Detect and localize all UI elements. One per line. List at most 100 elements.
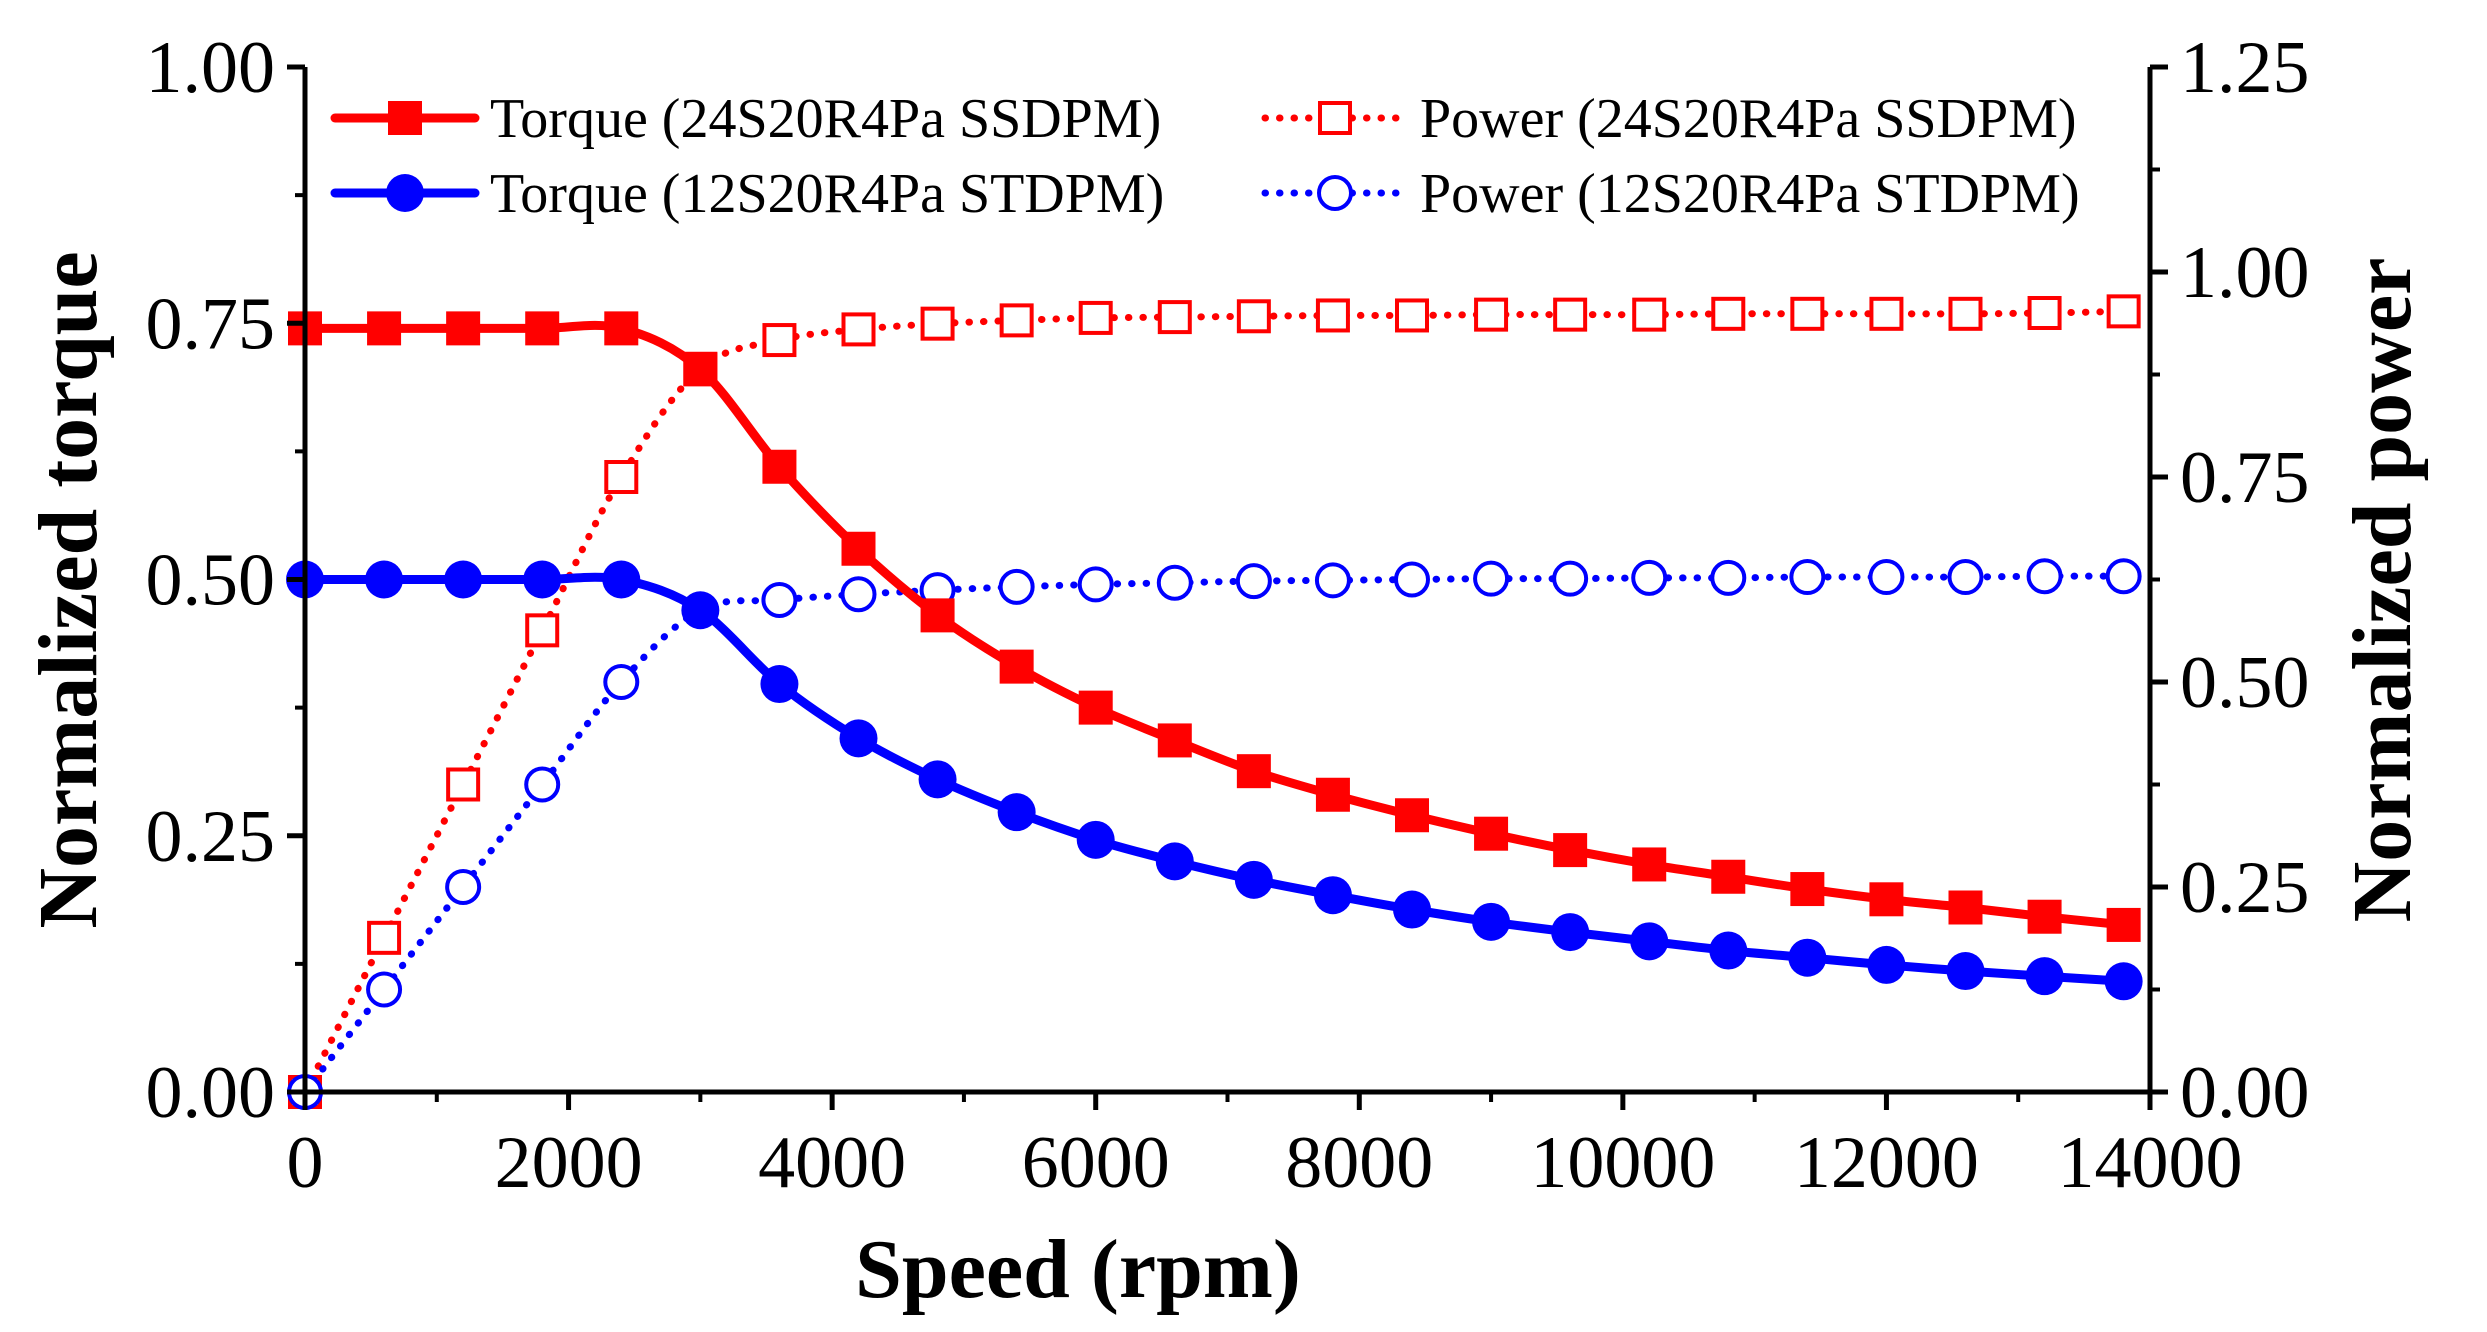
- series-3-point: [999, 303, 1034, 338]
- series-3-point: [1157, 300, 1192, 335]
- series-2-point: [2025, 957, 2064, 996]
- series-1-point: [446, 311, 481, 346]
- legend-item-4: Power (12S20R4Pa STDPM): [1261, 163, 2080, 225]
- series-4-point: [2026, 558, 2063, 595]
- left-y-tick-label: 1.00: [146, 27, 276, 109]
- series-3-point: [2106, 294, 2141, 329]
- right-y-tick-label: 0.50: [2180, 642, 2310, 724]
- series-4-point: [1394, 561, 1430, 598]
- series-2-point: [365, 560, 404, 599]
- series-4-point: [603, 664, 640, 700]
- series-2-point: [1313, 876, 1352, 915]
- series-1-point: [683, 352, 718, 387]
- series-1-point: [2106, 907, 2141, 942]
- series-3-point: [1869, 296, 1904, 331]
- series-4-point: [1314, 562, 1351, 599]
- series-1-point: [920, 598, 955, 633]
- right-y-tick-label: 0.75: [2180, 437, 2310, 519]
- series-3-point: [1790, 296, 1825, 331]
- series-4-point: [445, 869, 482, 905]
- series-2-point: [1551, 913, 1590, 952]
- series-3-point: [1632, 297, 1667, 332]
- legend-label: Power (24S20R4Pa SSDPM): [1420, 88, 2077, 150]
- series-1-point: [999, 649, 1034, 684]
- series-1-point: [1474, 816, 1509, 851]
- series-3-point: [1395, 298, 1429, 333]
- series-layer: [286, 294, 2143, 1110]
- x-axis-title: Speed (rpm): [855, 1223, 1301, 1316]
- legend: Torque (24S20R4Pa SSDPM) Torque (12S20R4P…: [330, 88, 2080, 225]
- series-3-point: [1078, 300, 1113, 335]
- series-1-point: [1790, 872, 1825, 907]
- series-3-point: [604, 460, 639, 494]
- series-2-point: [1393, 890, 1431, 929]
- left-y-tick-label: 0.00: [146, 1052, 276, 1134]
- series-4-point: [1077, 566, 1114, 603]
- right-y-tick-label: 1.25: [2180, 27, 2310, 109]
- series-2-point: [1155, 842, 1194, 881]
- series-1-point: [604, 311, 639, 346]
- series-1-point: [1869, 882, 1904, 917]
- series-2-point: [1234, 860, 1273, 899]
- x-tick-label: 12000: [1794, 1122, 1979, 1204]
- series-4-point: [1947, 559, 1984, 596]
- legend-marker: [1318, 101, 1352, 135]
- legend-marker: [386, 174, 424, 212]
- legend-item-3: Power (24S20R4Pa SSDPM): [1261, 88, 2077, 150]
- series-2-line: [300, 572, 2129, 986]
- series-2-point: [681, 591, 720, 630]
- series-2-point: [839, 719, 878, 758]
- series-3-point: [762, 323, 797, 358]
- x-tick-label: 4000: [758, 1122, 906, 1204]
- series-4-point: [1552, 560, 1589, 597]
- series-4-point: [1473, 560, 1510, 597]
- series-2-point: [918, 760, 957, 799]
- right-y-tick-label: 0.25: [2180, 847, 2310, 929]
- series-1-point: [1553, 833, 1588, 868]
- series-2-point: [760, 665, 799, 704]
- series-1-point: [1078, 690, 1113, 725]
- right-y-tick-label: 0.00: [2180, 1052, 2310, 1134]
- legend-item-2: Torque (12S20R4Pa STDPM): [330, 163, 1164, 225]
- x-tick-label: 14000: [2058, 1122, 2243, 1204]
- series-4: [287, 558, 2142, 1110]
- series-2-point: [523, 560, 562, 599]
- legend-marker: [1317, 175, 1353, 211]
- series-1-point: [1236, 754, 1271, 789]
- series-1-point: [1711, 859, 1746, 894]
- series-1-point: [1315, 777, 1350, 812]
- series-1-point: [1948, 890, 1983, 925]
- ticks-layer: 0 2000 4000 6000 8000 10000 12000 140000.000.25…: [146, 27, 2310, 1204]
- series-2-point: [1076, 820, 1115, 859]
- series-2: [286, 560, 2143, 1001]
- series-3-point: [1711, 296, 1746, 331]
- series-2-point: [1709, 931, 1748, 970]
- series-2-point: [1630, 922, 1669, 961]
- series-3-point: [1553, 297, 1588, 332]
- legend-item-1: Torque (24S20R4Pa SSDPM): [330, 88, 1161, 150]
- series-3: [288, 294, 2141, 1109]
- series-4-point: [524, 766, 561, 803]
- series-2-point: [2104, 962, 2143, 1001]
- series-4-point: [1868, 559, 1905, 596]
- series-3-point: [1236, 299, 1271, 334]
- series-1-point: [367, 311, 402, 346]
- series-3-point: [367, 920, 402, 955]
- legend-label: Power (12S20R4Pa STDPM): [1420, 163, 2080, 225]
- series-1-point: [525, 311, 560, 346]
- series-2-point: [1788, 938, 1827, 977]
- series-2-point: [444, 560, 483, 599]
- series-1-point: [841, 531, 876, 566]
- series-3-point: [1948, 296, 1983, 331]
- series-2-point: [602, 560, 641, 599]
- series-1-point: [1395, 798, 1429, 833]
- series-2-point: [1867, 945, 1906, 984]
- series-3-line: [301, 307, 2128, 1096]
- right-y-axis-title: Normalized power: [2336, 258, 2429, 923]
- series-4-point: [1156, 564, 1193, 601]
- series-3-point: [525, 613, 560, 648]
- series-3-point: [841, 312, 876, 347]
- series-2-point: [997, 793, 1036, 832]
- x-tick-label: 2000: [495, 1122, 643, 1204]
